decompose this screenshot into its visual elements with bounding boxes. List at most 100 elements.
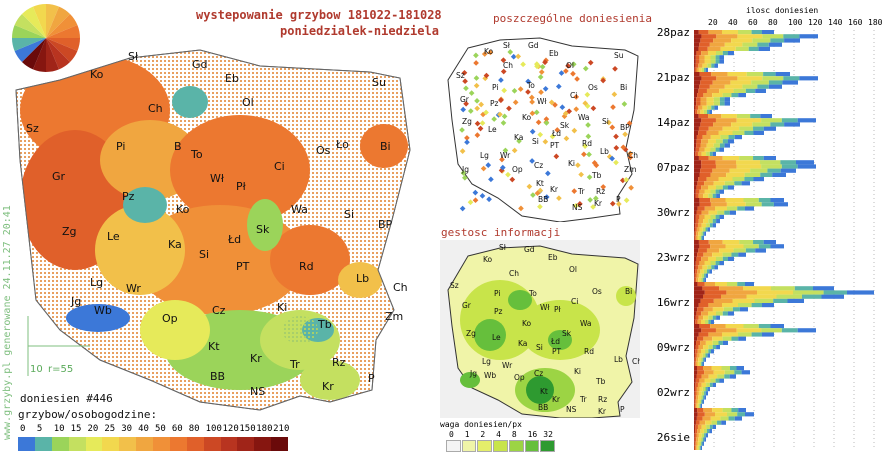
histogram-bar (698, 248, 707, 253)
city-label: Kr (550, 185, 559, 194)
histogram-bar (694, 441, 696, 446)
histogram-bar (694, 72, 700, 77)
histogram-bar (738, 93, 746, 98)
pie-slice (46, 38, 78, 63)
histogram-bar (694, 189, 696, 194)
report-dot (553, 153, 560, 160)
histogram-bar (712, 93, 723, 98)
histogram-bar (744, 177, 754, 182)
weight-value: 0 (449, 430, 454, 439)
histogram-bar (704, 206, 715, 211)
histogram-bar (698, 240, 709, 245)
histogram-bar (746, 294, 777, 299)
histogram-bar (702, 399, 704, 404)
report-dot (542, 138, 549, 145)
histogram-bar (708, 219, 713, 224)
histogram-bar (694, 336, 698, 341)
histogram-bar (699, 189, 705, 194)
histogram-bar (696, 185, 702, 190)
histogram-bar (699, 84, 710, 89)
histogram-bar (698, 231, 701, 236)
histogram-bar (728, 51, 734, 56)
histogram-bar (715, 328, 737, 333)
report-dot (460, 106, 467, 113)
histogram-bar (708, 311, 716, 316)
city-label: Pł (236, 180, 247, 193)
histogram-bar (736, 118, 762, 123)
city-label: Ci (274, 160, 285, 173)
histogram-bar (737, 76, 763, 81)
histogram-bar (699, 172, 711, 177)
scale-value: 180 (256, 424, 273, 434)
report-dot (498, 77, 504, 83)
histogram-bar (739, 126, 754, 131)
histogram-bar (700, 231, 703, 236)
city-label: Ki (568, 159, 575, 168)
histogram-bar (712, 424, 716, 429)
histogram-bar (724, 181, 735, 186)
city-label: Lb (600, 147, 609, 156)
histogram-bar (694, 252, 698, 257)
histogram-bar (708, 345, 713, 350)
histogram-bar (722, 336, 732, 341)
histogram-bar (725, 244, 744, 249)
report-dot (491, 116, 497, 122)
histogram-bar (694, 416, 697, 421)
histogram-bar (793, 290, 824, 295)
histogram-bar (702, 395, 705, 400)
histogram-bar (694, 80, 701, 85)
histogram-bar (704, 437, 706, 442)
report-dot (584, 91, 591, 98)
histogram-bar (719, 189, 724, 194)
histogram-bar (698, 193, 704, 198)
histogram-bar (726, 290, 757, 295)
histogram-bar (706, 151, 710, 156)
histogram-bar (694, 261, 696, 266)
histogram-bar (771, 286, 795, 291)
histogram-bar (694, 353, 695, 358)
histogram-bar (731, 408, 739, 413)
histogram-bar (708, 240, 723, 245)
scale-value: 120 (222, 424, 239, 434)
histogram-bar (701, 223, 707, 228)
histogram-bar (709, 223, 713, 228)
report-dot (499, 164, 506, 171)
report-dot (571, 127, 578, 134)
histogram-bar (711, 265, 715, 270)
city-label: Op (512, 165, 523, 174)
histogram-bar (713, 370, 725, 375)
report-dot (497, 111, 503, 118)
histogram-bar (731, 336, 739, 341)
report-dot (473, 82, 480, 89)
histogram-bar (694, 88, 699, 93)
histogram-bar (758, 324, 771, 329)
city-label: Ch (393, 281, 408, 294)
histogram-bar (697, 361, 700, 366)
histogram-bar (762, 76, 784, 81)
histogram-bar (704, 214, 711, 219)
histogram-bar (783, 34, 800, 39)
histogram-bar (772, 172, 786, 177)
histogram-bar (702, 235, 704, 240)
pie-slice (14, 38, 46, 63)
histogram-bar (760, 172, 773, 177)
histogram-bar (696, 51, 702, 56)
city-label: Bi (625, 287, 632, 296)
histogram-bar (704, 277, 706, 282)
city-label: Si (199, 248, 209, 261)
city-label: Kt (540, 387, 548, 396)
histogram-bar (694, 42, 700, 47)
histogram-bar (734, 135, 742, 140)
report-dots (459, 49, 634, 212)
report-dot (590, 204, 596, 210)
histogram-bar (716, 139, 723, 144)
city-label: Bi (380, 140, 391, 153)
histogram-bar (755, 88, 766, 93)
tick-label: 180 (868, 18, 883, 27)
scale-swatch (220, 437, 238, 451)
histogram-bar (702, 231, 705, 236)
report-dot (628, 184, 634, 191)
histogram-bar (702, 357, 705, 362)
histogram-bar (699, 399, 702, 404)
pie-slice (32, 3, 46, 38)
